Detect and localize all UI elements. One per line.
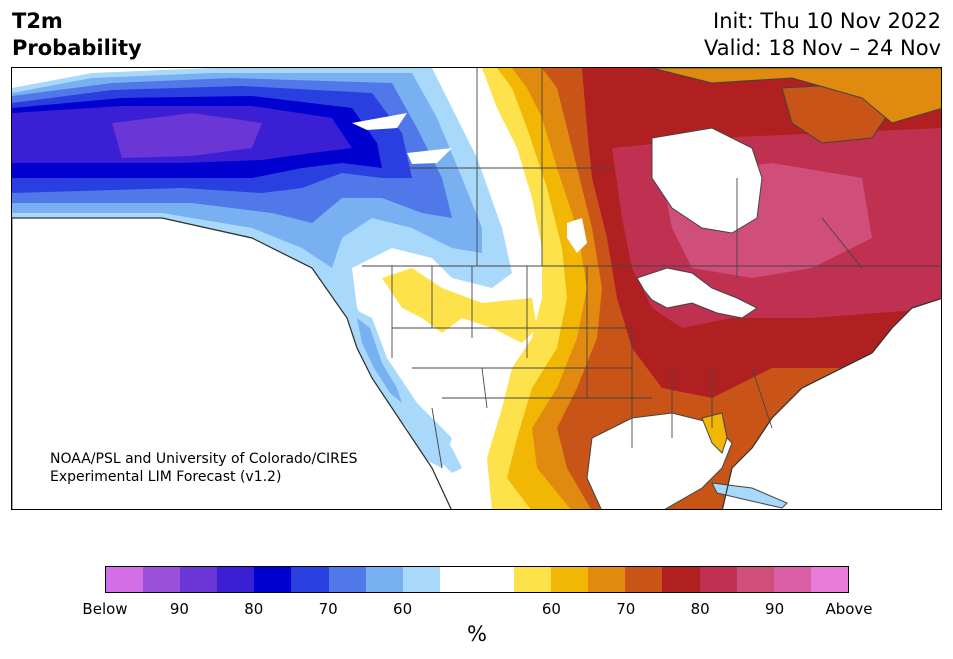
cuba — [711, 482, 788, 509]
colorbar-cell — [810, 567, 848, 592]
colorbar-cell — [588, 567, 626, 592]
great-slave-lake — [352, 113, 407, 130]
gulf-of-mexico — [586, 412, 733, 509]
colorbar-cell — [439, 567, 477, 592]
colorbar-cell — [143, 567, 181, 592]
colorbar-cell — [217, 567, 255, 592]
region-below-95 — [112, 113, 262, 158]
colorbar-cell — [736, 567, 774, 592]
colorbar-cell — [662, 567, 700, 592]
colorbar-cell — [625, 567, 663, 592]
colorbar-cell — [773, 567, 811, 592]
credit-text: NOAA/PSL and University of Colorado/CIRE… — [50, 450, 358, 486]
colorbar-tick-label: 90 — [169, 600, 189, 618]
colorbar-tick-label: 60 — [393, 600, 413, 618]
colorbar-cell — [551, 567, 589, 592]
colorbar-cell — [254, 567, 292, 592]
coastlines — [12, 217, 941, 509]
colorbar-tick-label: 60 — [541, 600, 561, 618]
variable-label: T2m — [12, 9, 63, 33]
probability-map: NOAA/PSL and University of Colorado/CIRE… — [11, 67, 942, 510]
great-lakes — [636, 267, 758, 319]
greenland-edge — [651, 68, 941, 124]
probability-label: Probability — [12, 36, 142, 60]
colorbar-tick-label: 80 — [690, 600, 710, 618]
florida — [701, 412, 728, 454]
west-coast-mid-blue — [357, 318, 402, 403]
colorbar-tick-label: 70 — [616, 600, 636, 618]
colorbar-cell — [180, 567, 218, 592]
colorbar-cell — [106, 567, 144, 592]
credit-line-2: Experimental LIM Forecast (v1.2) — [50, 469, 282, 485]
colorbar-tick-label: 90 — [765, 600, 785, 618]
colorbar-cell — [476, 567, 515, 592]
west-us-yellow — [382, 268, 537, 343]
colorbar-cell — [365, 567, 403, 592]
political-borders — [362, 68, 941, 469]
colorbar-tick-label: Below — [82, 600, 128, 618]
colorbar-tick-label: 80 — [244, 600, 264, 618]
hudson-bay — [651, 127, 763, 234]
colorbar-units: % — [467, 622, 487, 646]
west-coast-blue — [352, 308, 462, 473]
colorbar-cell — [514, 567, 552, 592]
chart-title: T2m Probability — [12, 8, 142, 62]
colorbar-cell — [328, 567, 366, 592]
colorbar-cell — [402, 567, 440, 592]
lake-winnipeg — [567, 218, 587, 253]
credit-line-1: NOAA/PSL and University of Colorado/CIRE… — [50, 451, 358, 467]
valid-range: Valid: 18 Nov – 24 Nov — [704, 36, 941, 60]
colorbar-tick-label: 70 — [318, 600, 338, 618]
map-graphic — [12, 68, 941, 509]
init-date: Init: Thu 10 Nov 2022 — [713, 9, 941, 33]
colorbar-cell — [291, 567, 329, 592]
colorbar-cell — [699, 567, 737, 592]
colorbar-tick-label: Above — [825, 600, 873, 618]
great-bear-lake — [407, 148, 452, 164]
date-info: Init: Thu 10 Nov 2022 Valid: 18 Nov – 24… — [704, 8, 941, 62]
colorbar — [105, 566, 849, 593]
